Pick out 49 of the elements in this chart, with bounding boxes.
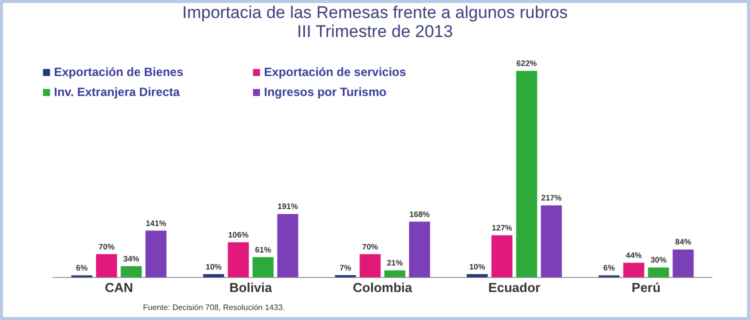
chart-title: Importacia de las Remesas frente a algunos rubros (181, 3, 569, 23)
bar (672, 250, 694, 278)
bar (145, 230, 166, 278)
data-label: 127% (492, 223, 512, 232)
bar (120, 266, 142, 278)
legend-label: Exportación de Bienes (53, 65, 184, 79)
data-label: 44% (626, 250, 642, 260)
data-label: 191% (278, 202, 298, 212)
bar (203, 274, 224, 278)
data-label: 217% (541, 194, 562, 203)
bar (648, 267, 669, 278)
data-label: 622% (516, 59, 537, 68)
bar (252, 257, 274, 278)
legend-label: Ingresos por Turismo (263, 85, 388, 99)
data-label: 7% (340, 263, 352, 272)
bar (96, 254, 118, 278)
bar (228, 242, 249, 278)
bar (540, 205, 562, 278)
data-label: 70% (362, 242, 378, 252)
data-label: 61% (255, 245, 272, 254)
legend-label: Inv. Extranjera Directa (53, 85, 181, 99)
bar (277, 214, 298, 278)
bar (623, 262, 644, 278)
data-label: 34% (123, 254, 140, 264)
bar (466, 274, 488, 278)
source-note: Fuente: Decisión 708, Resolución 1433. (143, 303, 285, 312)
x-tick-label: Colombia (352, 280, 413, 295)
bar (384, 270, 406, 278)
legend-label: Exportación de servicios (263, 65, 408, 79)
data-label: 106% (228, 230, 249, 240)
chart-subtitle: III Trimestre de 2013 (296, 22, 454, 42)
bar (360, 254, 381, 278)
x-tick-label: Perú (632, 280, 661, 295)
data-label: 168% (409, 210, 430, 219)
data-label: 70% (98, 242, 115, 252)
data-label: 10% (469, 262, 486, 272)
x-tick-label: Ecuador (488, 280, 540, 295)
x-tick-label: Bolivia (229, 280, 273, 295)
data-label: 10% (206, 262, 222, 272)
data-label: 30% (650, 256, 666, 265)
bar (516, 70, 538, 278)
x-tick-label: CAN (104, 280, 133, 295)
data-label: 6% (76, 264, 88, 273)
bar (491, 235, 512, 278)
data-label: 21% (386, 258, 403, 268)
data-label: 141% (146, 218, 166, 228)
data-label: 6% (603, 264, 615, 273)
data-label: 84% (675, 238, 692, 247)
bar (409, 222, 430, 278)
